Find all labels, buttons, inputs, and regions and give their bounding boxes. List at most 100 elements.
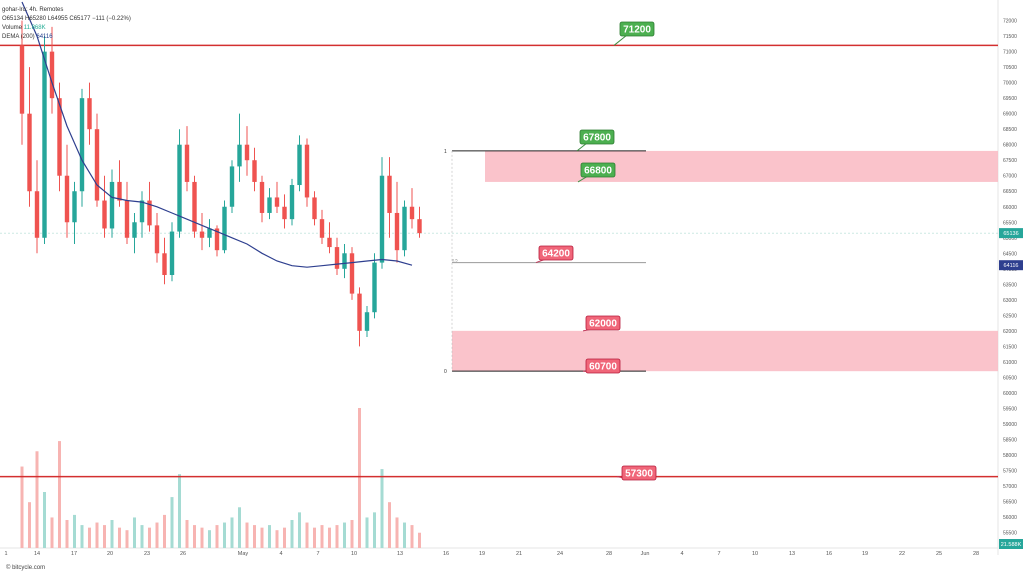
price-tick-label: 62000: [1003, 329, 1017, 335]
volume-bar: [268, 525, 271, 548]
tag-66800-label: 66800: [584, 166, 612, 177]
price-tick-label: 65000: [1003, 236, 1017, 242]
volume-bar: [350, 520, 354, 548]
volume-bar: [200, 527, 204, 548]
candle-body: [147, 200, 152, 226]
candle-body: [252, 160, 257, 182]
tag-57300: 57300: [616, 465, 657, 481]
candle-body: [334, 247, 340, 269]
tag-67800-box: [579, 129, 615, 145]
candle-body: [42, 51, 47, 238]
tag-66800-box: [580, 162, 616, 178]
price-tick-label: 60500: [1003, 375, 1017, 381]
candle-body: [327, 237, 332, 248]
candle-body: [259, 181, 265, 213]
time-tick-label: 20: [107, 551, 113, 557]
tag-62000-box: [585, 315, 621, 331]
candle-body: [394, 212, 400, 251]
volume-value-tag-box: [999, 539, 1023, 549]
legend-ma-value: 64116: [36, 34, 53, 40]
tag-67800: 67800: [576, 129, 615, 152]
candle-body: [177, 144, 182, 232]
candle-body: [109, 181, 115, 229]
time-tick-label: 16: [826, 551, 832, 557]
candle-body: [417, 219, 422, 234]
price-zone: [485, 150, 998, 182]
time-tick-label: 24: [557, 551, 563, 557]
tag-62000: 62000: [582, 315, 621, 332]
tag-62000-label: 62000: [589, 319, 617, 330]
volume-bar: [418, 532, 421, 548]
time-tick-label: 10: [752, 551, 758, 557]
volume-bar: [343, 522, 346, 548]
time-axis: 1 14 17 20 23 26 May 4 7 10 13 16 19 21 24 28 Jun 4 7 10 13 1…: [4, 551, 979, 557]
time-tick-label: 17: [71, 551, 77, 557]
fib-low-label: 0: [444, 369, 447, 375]
time-tick-label: 14: [34, 551, 40, 557]
legend-ma-label: DEMA (200): [2, 34, 35, 40]
price-tick-label: 62500: [1003, 313, 1017, 319]
time-tick-label: 22: [899, 551, 905, 557]
price-tick-label: 57000: [1003, 484, 1017, 490]
candle-body: [274, 197, 280, 207]
candle-body: [222, 206, 227, 251]
time-tick-label: 7: [717, 551, 720, 557]
volume-bar: [208, 530, 211, 548]
candle-body: [184, 144, 190, 182]
volume-bar: [328, 527, 331, 548]
volume-bar: [125, 530, 129, 548]
candle-body: [102, 200, 107, 229]
price-tick-label: 58500: [1003, 437, 1017, 443]
tag-60700: 60700: [582, 358, 621, 374]
price-tick-label: 69500: [1003, 96, 1017, 102]
legend-volume-value: 11.868K: [23, 25, 46, 31]
legend-ma: DEMA (200) 64116: [2, 33, 131, 42]
candle-body: [49, 51, 55, 99]
tag-64200: 64200: [535, 245, 574, 264]
candle-body: [207, 228, 212, 238]
candle-body: [64, 175, 70, 223]
ma-value-tag-label: 64116: [1004, 263, 1019, 269]
price-tick-label: 57500: [1003, 468, 1017, 474]
volume-bar: [95, 522, 99, 548]
candle-body: [229, 166, 235, 207]
candle-body: [372, 262, 377, 313]
price-tick-label: 58000: [1003, 453, 1017, 459]
candle-body: [342, 253, 347, 269]
time-tick-label: 1: [4, 551, 7, 557]
price-tick-label: 66000: [1003, 205, 1017, 211]
candle-body: [87, 98, 92, 130]
price-tick-label: 71000: [1003, 50, 1017, 56]
time-tick-label: 7: [316, 551, 319, 557]
price-tick-label: 66500: [1003, 189, 1017, 195]
candle-body: [124, 200, 130, 238]
price-tick-label: 69000: [1003, 112, 1017, 118]
current-price-tag-box: [999, 228, 1023, 239]
time-tick-label: 10: [351, 551, 357, 557]
volume-bar: [388, 502, 391, 548]
volume-bar: [118, 527, 121, 548]
candle-body: [349, 253, 355, 294]
candle-body: [402, 206, 407, 251]
candle-body: [34, 191, 40, 238]
horizontal-levels: [0, 44, 998, 478]
candle-body: [237, 144, 242, 167]
candle-series: [19, 20, 422, 347]
tag-71200-label: 71200: [623, 25, 651, 36]
volume-bar: [335, 525, 339, 548]
volume-bar: [275, 530, 279, 548]
volume-value-tag-label: 21.588K: [1001, 542, 1022, 548]
candle-body: [387, 175, 392, 213]
volume-bar: [103, 525, 106, 548]
tag-71200-box: [619, 21, 655, 37]
volume-bar: [373, 512, 376, 548]
price-tick-label: 70500: [1003, 65, 1017, 71]
chart-legend: gohar-lro: 4h. Remotes O65134 H65280 L64…: [2, 6, 131, 42]
zones: [452, 150, 998, 372]
candle-body: [214, 228, 220, 251]
price-tick-label: 59000: [1003, 422, 1017, 428]
candle-body: [162, 253, 167, 275]
volume-bar: [215, 525, 219, 548]
